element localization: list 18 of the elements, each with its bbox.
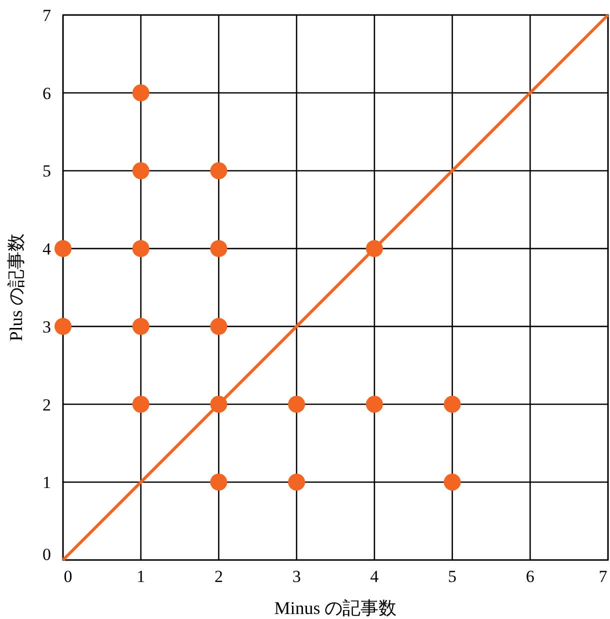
x-tick-label: 7 [598, 567, 608, 586]
x-tick-label: 0 [64, 567, 72, 586]
x-tick-label: 6 [526, 567, 534, 586]
x-axis-title: Minus の記事数 [274, 598, 397, 618]
x-tick-label: 1 [136, 567, 146, 586]
x-tick-label: 3 [292, 567, 301, 586]
y-tick-label: 6 [42, 84, 51, 103]
y-tick-label: 3 [42, 317, 51, 336]
y-tick-label: 1 [42, 473, 51, 492]
y-tick-label: 5 [42, 162, 51, 181]
x-tick-label: 4 [370, 567, 380, 586]
y-axis-title: Plus の記事数 [6, 234, 26, 342]
y-tick-label: 7 [42, 6, 52, 25]
y-tick-label: 4 [42, 240, 52, 259]
x-tick-label: 2 [214, 567, 223, 586]
y-tick-label: 2 [42, 395, 51, 414]
x-tick-label: 5 [448, 567, 457, 586]
y-tick-label: 0 [42, 545, 51, 564]
